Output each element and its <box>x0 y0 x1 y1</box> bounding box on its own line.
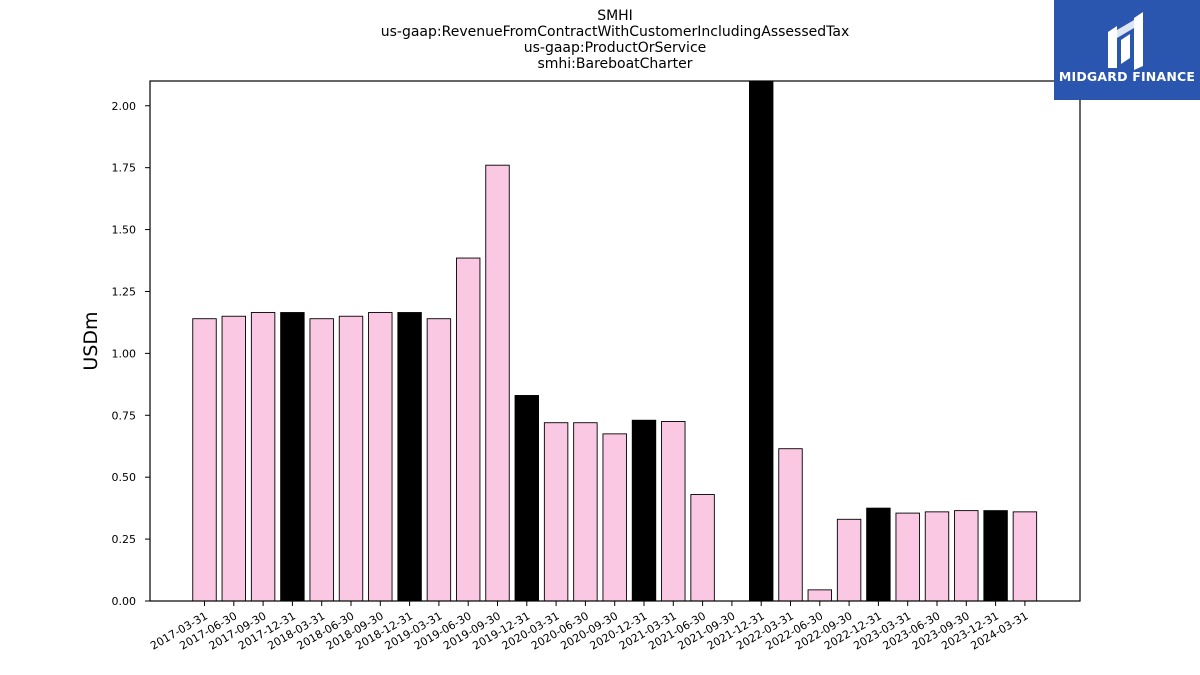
bar <box>954 510 979 602</box>
bar <box>924 511 950 602</box>
title-line: SMHI <box>597 8 633 24</box>
bar <box>866 507 891 602</box>
y-tick-label: 0.50 <box>112 471 137 484</box>
y-tick-label: 2.00 <box>112 100 137 113</box>
title-line: us-gaap:ProductOrService <box>524 40 707 56</box>
y-tick-label: 1.50 <box>112 224 137 237</box>
bar <box>631 419 657 602</box>
bar <box>221 315 247 602</box>
bar <box>456 257 481 602</box>
y-tick-label: 1.00 <box>112 347 137 360</box>
bar <box>661 421 686 602</box>
x-axis: 2017-03-312017-06-302017-09-302017-12-31… <box>148 601 1030 653</box>
chart-title: SMHIus-gaap:RevenueFromContractWithCusto… <box>381 8 850 72</box>
y-axis-label: USDm <box>80 311 102 370</box>
bar <box>895 512 920 602</box>
title-line: smhi:BareboatCharter <box>537 56 692 72</box>
bar <box>514 395 539 602</box>
bar <box>573 422 598 602</box>
midgard-logo-mark-icon <box>1108 12 1143 70</box>
y-tick-label: 0.00 <box>112 595 137 608</box>
bar <box>338 315 364 602</box>
bar <box>749 80 774 602</box>
bar <box>250 312 276 602</box>
logo-text: MIDGARD FINANCE <box>1058 69 1196 84</box>
bar <box>807 589 832 602</box>
bar <box>778 448 803 602</box>
bar <box>397 312 422 602</box>
bar <box>192 318 217 602</box>
bar <box>368 312 393 602</box>
bar <box>485 164 510 602</box>
bar <box>426 318 452 602</box>
bar <box>280 312 305 602</box>
midgard-finance-logo: MIDGARD FINANCE <box>1054 0 1200 100</box>
y-axis: 0.00 0.25 0.50 0.75 1.00 1.25 1.50 1.75 2.00 <box>112 100 150 608</box>
y-tick-label: 1.25 <box>112 285 137 298</box>
y-tick-label: 0.75 <box>112 409 137 422</box>
bar <box>1012 511 1038 602</box>
bars <box>192 80 1038 602</box>
bar <box>983 510 1008 602</box>
title-line: us-gaap:RevenueFromContractWithCustomerI… <box>381 24 850 40</box>
bar <box>543 422 569 602</box>
bar <box>602 433 627 602</box>
bar <box>836 518 862 602</box>
bar <box>309 318 334 602</box>
y-tick-label: 0.25 <box>112 533 137 546</box>
bar <box>690 494 715 602</box>
y-tick-label: 1.75 <box>112 162 137 175</box>
